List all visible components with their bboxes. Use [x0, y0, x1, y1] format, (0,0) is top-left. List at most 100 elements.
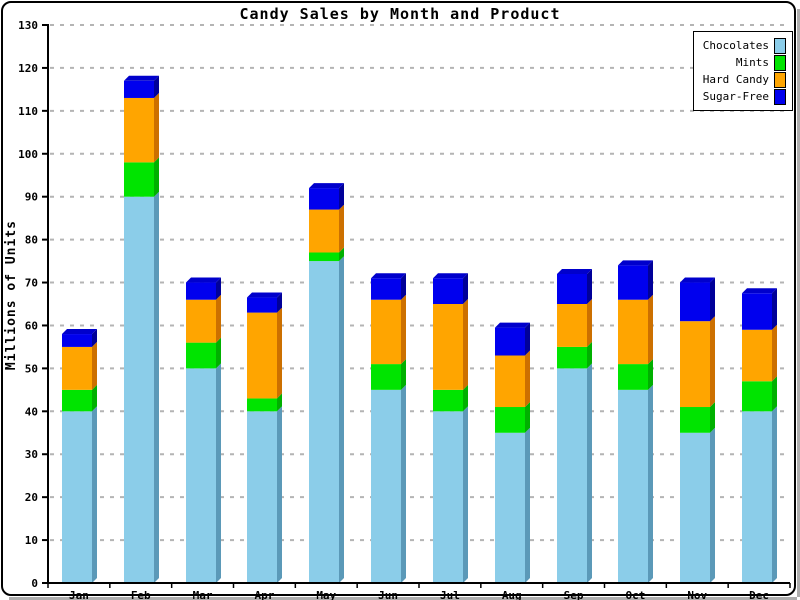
bar-segment-mar-chocolates — [186, 368, 216, 583]
bar-side-apr-mints — [277, 393, 282, 412]
bar-segment-jun-sugar-free — [371, 278, 401, 300]
bar-top-face-dec — [742, 288, 777, 294]
bar-segment-may-hard-candy — [309, 209, 339, 253]
bar-side-feb-chocolates — [154, 191, 159, 583]
bar-side-jun-hard-candy — [401, 294, 406, 365]
legend-item-chocolates: Chocolates — [698, 37, 786, 54]
bar-segment-jun-chocolates — [371, 389, 401, 583]
bar-top-face-aug — [495, 322, 530, 328]
bar-side-feb-sugar-free — [154, 75, 159, 98]
bar-segment-nov-sugar-free — [680, 282, 710, 322]
bar-top-face-jan — [62, 329, 97, 335]
bar-segment-aug-mints — [495, 407, 525, 433]
bar-top-face-feb — [124, 75, 159, 81]
bar-side-sep-mints — [587, 341, 592, 369]
bar-side-oct-chocolates — [648, 384, 653, 583]
bar-segment-may-chocolates — [309, 261, 339, 583]
bar-segment-nov-chocolates — [680, 432, 710, 583]
bar-side-jan-chocolates — [92, 406, 97, 583]
bar-segment-oct-chocolates — [618, 389, 648, 583]
bar-side-jul-chocolates — [463, 406, 468, 583]
bar-segment-mar-mints — [186, 342, 216, 369]
y-tick-label-120: 120 — [18, 62, 38, 75]
bar-side-sep-hard-candy — [587, 299, 592, 347]
bar-side-apr-hard-candy — [277, 307, 282, 399]
bar-side-oct-mints — [648, 359, 653, 390]
legend-swatch-chocolates — [774, 37, 786, 54]
frame-shadow-bottom — [9, 597, 797, 600]
bar-side-aug-chocolates — [525, 427, 530, 583]
x-category-label-oct: Oct — [625, 589, 645, 600]
y-tick-label-10: 10 — [25, 534, 38, 547]
bar-segment-jun-mints — [371, 364, 401, 390]
bar-segment-apr-hard-candy — [247, 312, 277, 399]
y-tick-label-130: 130 — [18, 19, 38, 32]
bar-side-dec-mints — [772, 376, 777, 412]
legend-item-sugar-free: Sugar-Free — [698, 88, 786, 105]
y-tick-label-80: 80 — [25, 234, 38, 247]
bar-segment-feb-mints — [124, 162, 154, 197]
bar-side-feb-mints — [154, 157, 159, 197]
bar-top-face-sep — [557, 268, 592, 274]
bar-segment-feb-sugar-free — [124, 80, 154, 98]
x-category-label-mar: Mar — [193, 589, 213, 600]
bar-side-may-hard-candy — [339, 204, 344, 253]
bar-top-face-apr — [247, 292, 282, 298]
bar-side-oct-sugar-free — [648, 260, 653, 300]
y-tick-label-90: 90 — [25, 191, 38, 204]
bar-segment-mar-hard-candy — [186, 299, 216, 343]
bar-side-mar-hard-candy — [216, 294, 221, 343]
y-tick-label-40: 40 — [25, 405, 38, 418]
bar-side-aug-mints — [525, 402, 530, 433]
bar-top-face-nov — [680, 277, 715, 283]
y-tick-label-50: 50 — [25, 362, 38, 375]
bar-side-jan-sugar-free — [92, 329, 97, 347]
bar-segment-apr-mints — [247, 398, 277, 412]
bar-segment-jul-sugar-free — [433, 278, 463, 304]
bar-segment-jun-hard-candy — [371, 299, 401, 365]
bar-side-may-mints — [339, 247, 344, 262]
bar-side-dec-chocolates — [772, 406, 777, 583]
x-category-label-nov: Nov — [687, 589, 707, 600]
bar-side-sep-chocolates — [587, 363, 592, 583]
bar-segment-nov-hard-candy — [680, 321, 710, 408]
legend-item-hard-candy: Hard Candy — [698, 71, 786, 88]
legend-label-sugar-free: Sugar-Free — [702, 90, 769, 103]
bar-segment-dec-chocolates — [742, 411, 772, 583]
bar-segment-aug-chocolates — [495, 432, 525, 583]
bar-side-nov-mints — [710, 402, 715, 433]
bar-segment-dec-hard-candy — [742, 329, 772, 382]
x-category-label-aug: Aug — [502, 589, 522, 600]
bar-side-nov-chocolates — [710, 427, 715, 583]
x-category-label-dec: Dec — [749, 589, 769, 600]
bar-side-sep-sugar-free — [587, 268, 592, 304]
legend: Chocolates Mints Hard Candy Sugar-Free — [693, 31, 793, 111]
bar-segment-jul-chocolates — [433, 411, 463, 583]
bar-side-may-sugar-free — [339, 183, 344, 210]
bar-side-feb-hard-candy — [154, 92, 159, 163]
bar-side-jun-sugar-free — [401, 273, 406, 300]
bar-top-face-jul — [433, 273, 468, 279]
bar-side-mar-mints — [216, 337, 221, 369]
bar-side-aug-hard-candy — [525, 350, 530, 408]
bar-segment-dec-sugar-free — [742, 293, 772, 330]
bar-segment-apr-sugar-free — [247, 297, 277, 313]
y-tick-label-20: 20 — [25, 491, 38, 504]
bar-top-face-may — [309, 183, 344, 189]
bar-segment-dec-mints — [742, 381, 772, 412]
legend-item-mints: Mints — [698, 54, 786, 71]
frame-shadow-right — [797, 9, 800, 597]
legend-swatch-mints — [774, 54, 786, 71]
y-tick-label-30: 30 — [25, 448, 38, 461]
x-category-label-jul: Jul — [440, 589, 460, 600]
chart-title: Candy Sales by Month and Product — [239, 5, 561, 23]
bar-segment-oct-hard-candy — [618, 299, 648, 365]
bar-top-face-mar — [186, 277, 221, 283]
bar-side-oct-hard-candy — [648, 294, 653, 365]
bar-side-jun-mints — [401, 359, 406, 390]
x-category-label-apr: Apr — [254, 589, 274, 600]
x-category-label-jun: Jun — [378, 589, 398, 600]
legend-label-hard-candy: Hard Candy — [702, 73, 769, 86]
bar-segment-jan-chocolates — [62, 411, 92, 583]
bar-side-may-chocolates — [339, 256, 344, 583]
